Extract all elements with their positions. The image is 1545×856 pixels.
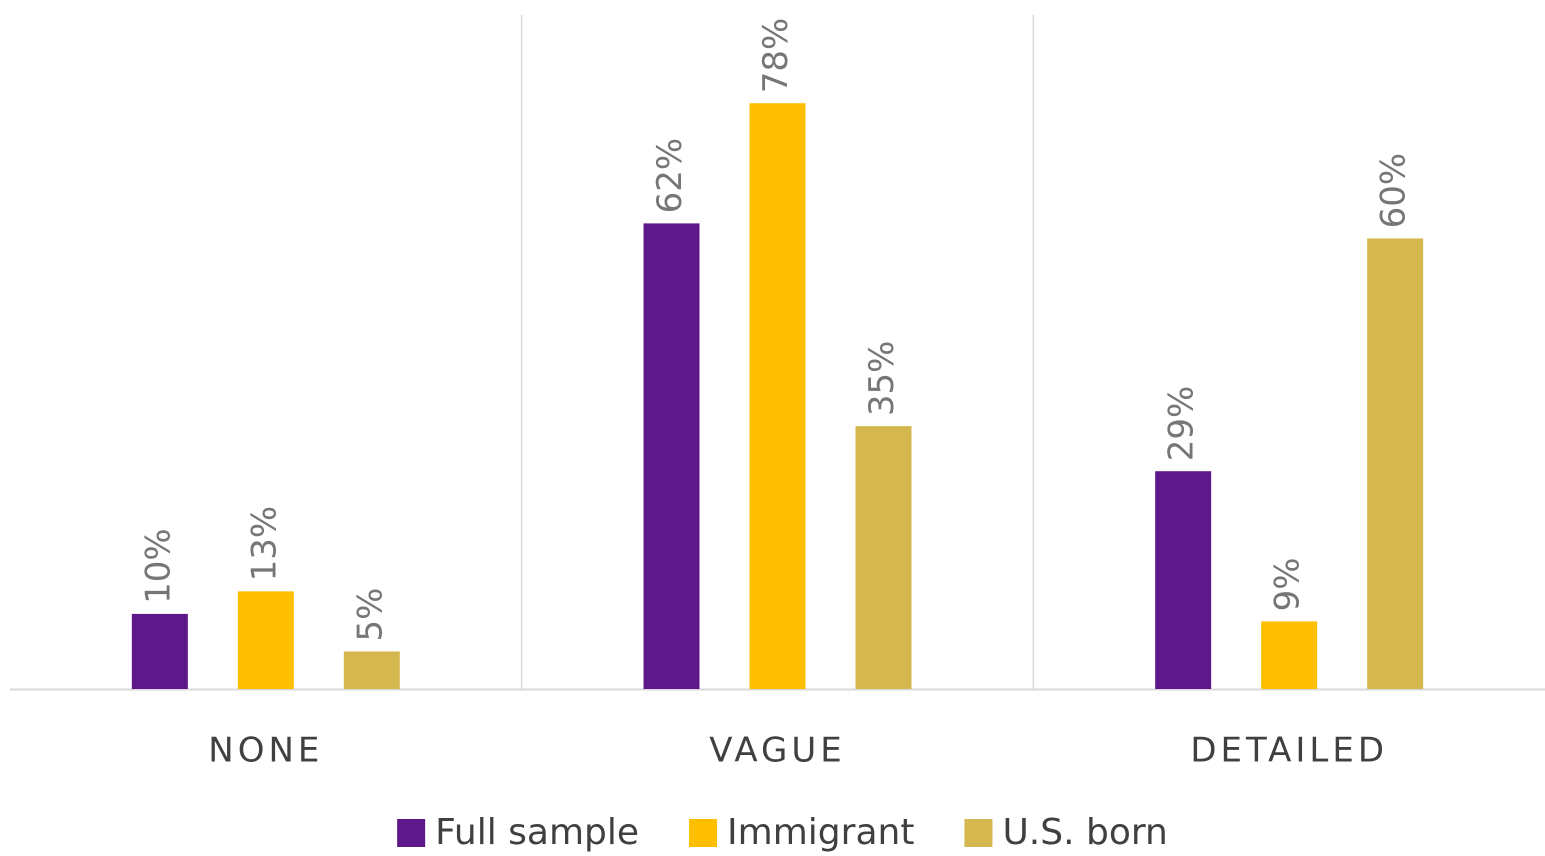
bar — [343, 651, 400, 689]
x-tick-label: NONE — [208, 731, 323, 771]
legend-label: Full sample — [435, 812, 639, 853]
bar — [1155, 471, 1212, 689]
x-tick-label: DETAILED — [1190, 731, 1388, 771]
x-tick-label: VAGUE — [709, 731, 845, 771]
value-label: 13% — [244, 506, 284, 582]
value-label: 10% — [138, 528, 178, 604]
value-label: 60% — [1374, 153, 1414, 229]
legend-swatch — [689, 819, 718, 847]
value-label: 9% — [1268, 557, 1308, 611]
bar — [643, 223, 700, 689]
legend-swatch — [397, 819, 426, 847]
value-label: 35% — [862, 341, 902, 417]
value-label: 78% — [756, 18, 796, 94]
legend-label: Immigrant — [727, 812, 914, 853]
bar — [855, 426, 912, 689]
bar — [749, 103, 806, 690]
bar — [1261, 621, 1318, 689]
value-label: 29% — [1162, 386, 1202, 462]
bar — [131, 613, 188, 689]
legend-swatch — [964, 819, 993, 847]
bar — [1367, 238, 1424, 689]
bar — [237, 591, 294, 689]
value-label: 62% — [650, 138, 690, 214]
legend-label: U.S. born — [1002, 812, 1167, 853]
value-label: 5% — [350, 587, 390, 641]
